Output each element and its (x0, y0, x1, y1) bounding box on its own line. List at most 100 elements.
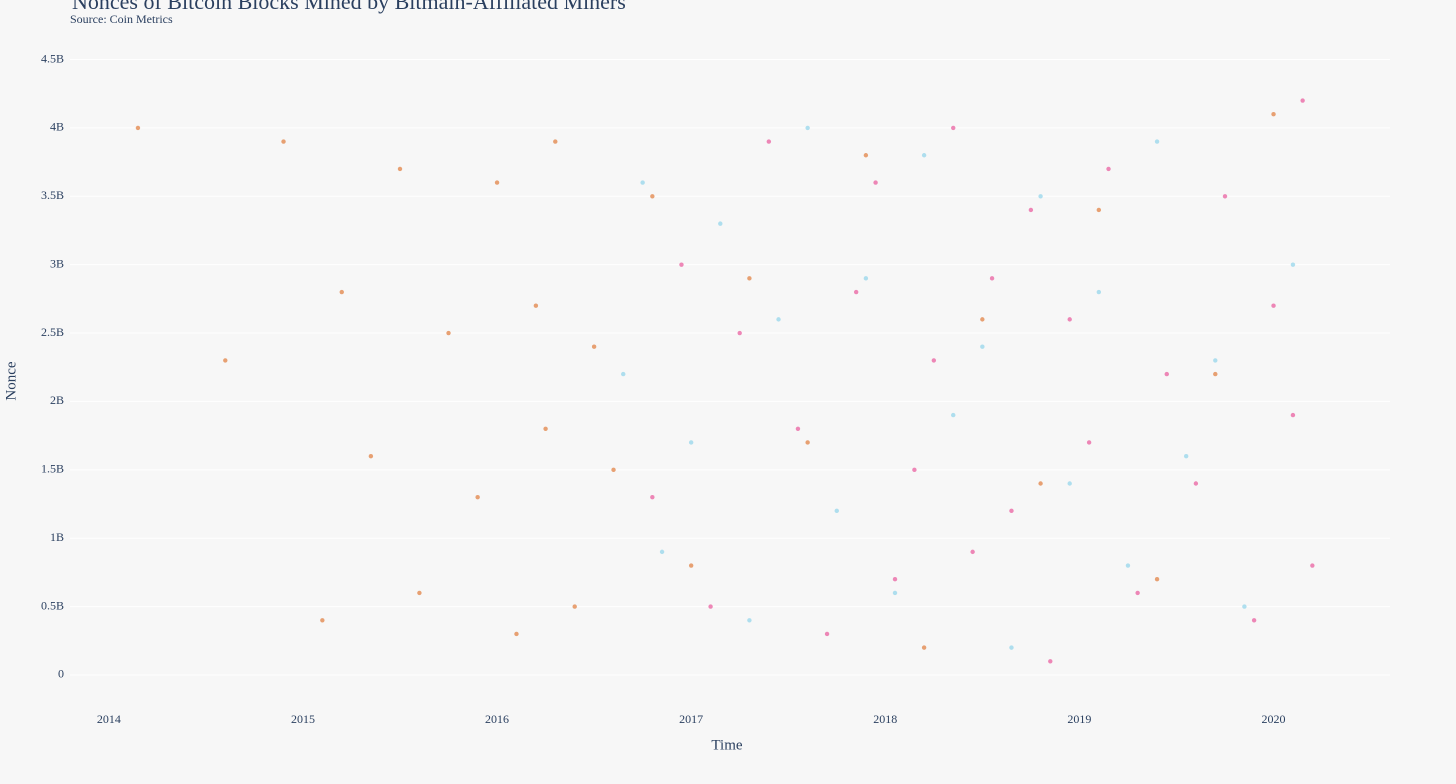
point (1183, 453, 1189, 459)
point (1242, 604, 1247, 609)
point (135, 125, 141, 131)
point (1028, 207, 1034, 213)
point (1125, 563, 1131, 568)
point (824, 631, 830, 637)
point (1009, 645, 1014, 650)
point (892, 577, 898, 582)
point (688, 563, 694, 568)
point (912, 467, 917, 473)
y-tick-label: 2.5B (41, 325, 64, 339)
point (1251, 618, 1257, 623)
point (397, 166, 403, 172)
point (980, 317, 985, 322)
point (611, 467, 616, 473)
point (659, 549, 665, 555)
point (776, 317, 781, 322)
point (650, 194, 655, 199)
point (572, 604, 577, 609)
point (1038, 194, 1043, 199)
point (553, 139, 558, 144)
point (1290, 412, 1296, 418)
point (368, 453, 374, 459)
x-tick-label: 2016 (485, 712, 509, 726)
point (747, 276, 752, 281)
point (805, 125, 810, 131)
y-tick-label: 4B (50, 120, 64, 134)
point (1193, 481, 1199, 486)
point (1164, 371, 1169, 377)
point (1310, 563, 1315, 568)
point (1290, 262, 1296, 267)
point (1135, 590, 1140, 596)
point (1009, 508, 1014, 514)
point (679, 262, 684, 267)
point (1048, 659, 1053, 664)
y-tick-label: 1.5B (41, 462, 64, 476)
point (514, 631, 519, 637)
y-tick-label: 1B (50, 530, 64, 544)
point (1154, 577, 1160, 582)
point (1086, 440, 1092, 445)
point (834, 508, 839, 514)
point (1222, 194, 1228, 199)
point (708, 604, 713, 609)
point (970, 549, 975, 555)
y-tick-label: 0.5B (41, 598, 64, 612)
point (417, 590, 422, 596)
point (1106, 166, 1111, 172)
point (475, 494, 480, 500)
point (931, 358, 937, 363)
point (650, 494, 655, 500)
point (223, 358, 228, 363)
point (339, 289, 344, 295)
point (718, 221, 723, 226)
x-axis-title: Time (711, 737, 742, 753)
point (543, 426, 548, 431)
point (921, 645, 927, 650)
x-tick-label: 2014 (97, 712, 121, 726)
point (980, 344, 985, 349)
point (892, 590, 898, 596)
point (1067, 481, 1072, 486)
point (1154, 139, 1160, 144)
point (494, 180, 500, 185)
point (1213, 358, 1218, 363)
x-tick-label: 2020 (1262, 712, 1286, 726)
point (747, 618, 752, 623)
y-tick-label: 3.5B (41, 188, 64, 202)
point (795, 426, 801, 431)
point (951, 125, 956, 131)
point (1300, 98, 1305, 103)
y-tick-label: 4.5B (41, 51, 64, 65)
point (688, 440, 694, 445)
point (737, 330, 742, 336)
point (1038, 481, 1043, 486)
y-axis-title: Nonce (3, 361, 19, 400)
point (621, 371, 626, 377)
point (281, 139, 286, 144)
point (1096, 289, 1102, 295)
x-tick-label: 2019 (1067, 712, 1091, 726)
chart-title: Nonces of Bitcoin Blocks Mined by Bitmai… (72, 0, 626, 14)
point (1213, 371, 1218, 377)
point (640, 180, 645, 185)
point (446, 330, 451, 336)
y-tick-label: 3B (50, 256, 64, 270)
point (805, 440, 810, 445)
x-tick-label: 2018 (873, 712, 897, 726)
point (921, 153, 927, 158)
point (1096, 207, 1102, 213)
point (989, 276, 995, 281)
x-tick-label: 2015 (291, 712, 315, 726)
point (1271, 112, 1276, 117)
point (863, 276, 869, 281)
point (533, 303, 539, 308)
point (591, 344, 597, 349)
point (766, 139, 772, 144)
y-tick-label: 0 (58, 667, 64, 681)
chart-subtitle: Source: Coin Metrics (70, 12, 173, 26)
x-tick-label: 2017 (679, 712, 703, 726)
